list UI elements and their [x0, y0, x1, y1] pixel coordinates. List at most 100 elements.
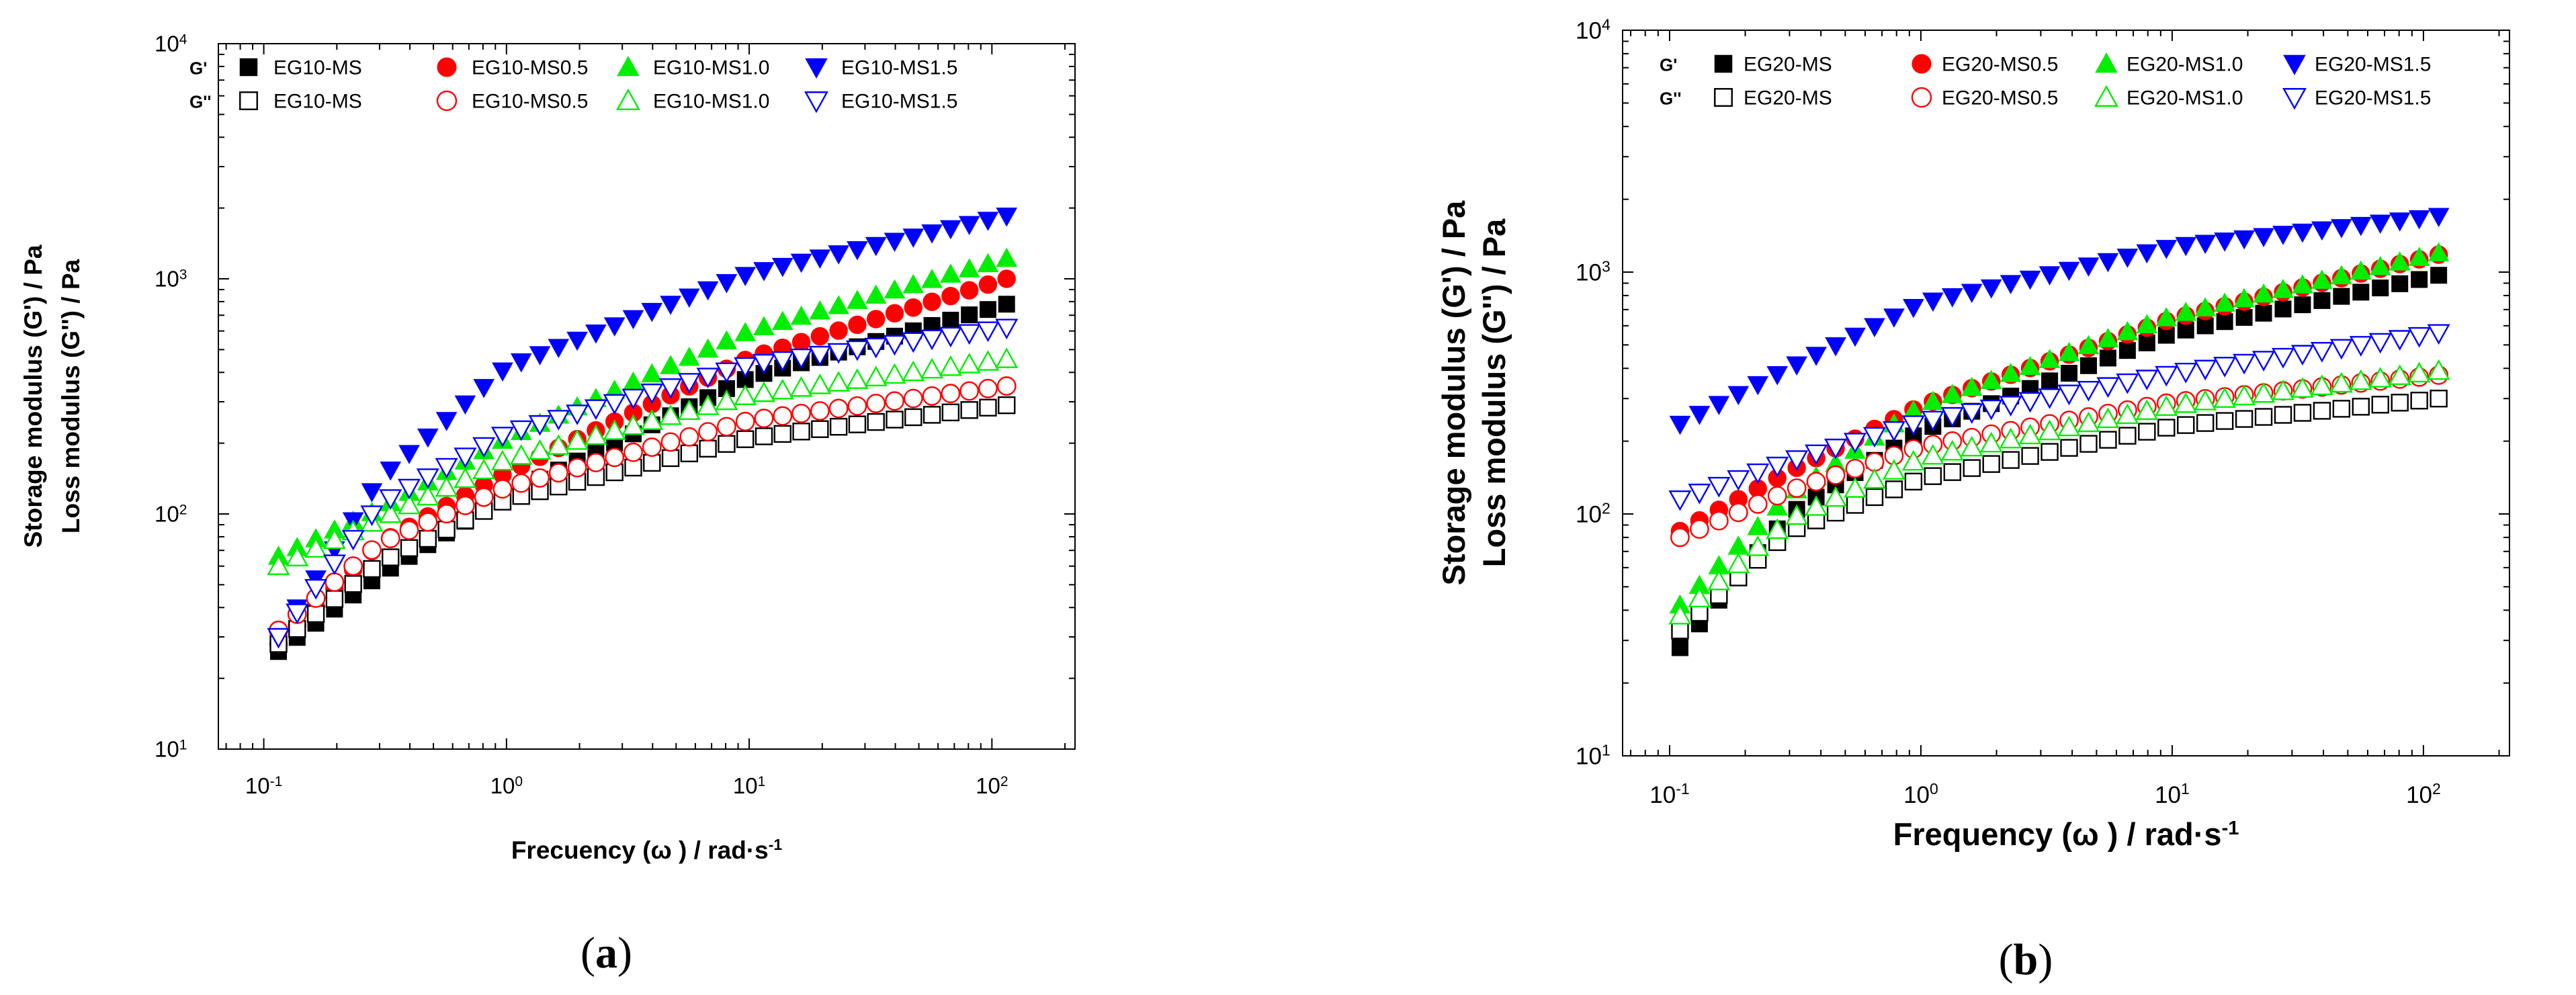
data-point — [2174, 362, 2198, 384]
data-point — [2233, 353, 2256, 375]
legend-marker — [804, 91, 828, 114]
legend-marker — [2094, 85, 2118, 107]
data-point — [957, 352, 981, 374]
data-point — [1708, 396, 1730, 415]
data-point — [1669, 415, 1691, 435]
panel-caption: (a) — [581, 928, 632, 978]
data-point — [998, 396, 1016, 415]
plot-frame — [218, 43, 1076, 750]
data-point — [2077, 257, 2100, 277]
data-point — [304, 537, 328, 558]
data-point — [885, 304, 904, 323]
data-point — [1943, 463, 1961, 481]
data-point — [920, 357, 944, 379]
data-point — [2349, 336, 2372, 357]
data-point — [1862, 427, 1887, 448]
data-point — [548, 339, 570, 359]
data-point — [1845, 459, 1865, 478]
legend-label: EG20-MS1.5 — [2315, 54, 2431, 76]
data-point — [864, 337, 888, 359]
data-point — [752, 353, 776, 375]
data-point — [903, 388, 923, 408]
x-tick-label: 102 — [2406, 780, 2441, 808]
data-point — [622, 310, 644, 330]
data-point — [528, 415, 552, 436]
legend-label: EG20-MS1.5 — [2315, 87, 2431, 110]
data-point — [2038, 388, 2061, 409]
data-point — [267, 554, 290, 575]
data-point — [848, 315, 867, 335]
data-point — [1980, 370, 2002, 389]
chart-panel-b: 10-1 100 101 102 101 102 103 104 Frequency (ω ) … — [1436, 15, 2510, 984]
data-point — [1707, 476, 1731, 498]
data-point — [995, 318, 1019, 340]
data-point — [341, 529, 365, 551]
data-point — [677, 373, 701, 394]
data-point — [829, 321, 848, 340]
data-point — [2233, 288, 2255, 308]
legend-label: EG20-MS — [1744, 54, 1832, 76]
data-point — [640, 383, 664, 404]
data-point — [492, 479, 513, 499]
data-point — [621, 414, 645, 435]
data-point — [380, 461, 402, 481]
data-point — [605, 447, 625, 468]
data-point — [437, 520, 456, 539]
data-point — [2329, 339, 2353, 360]
data-point — [398, 445, 420, 464]
data-point — [810, 401, 830, 421]
data-point — [2058, 261, 2080, 282]
data-point — [2427, 324, 2450, 345]
data-point — [2000, 363, 2022, 382]
legend: G' G'' EG20-MS EG20-MS0.5 EG20-MS1.0 EG20-MS1… — [1660, 52, 2431, 110]
data-point — [325, 572, 345, 592]
data-point — [661, 449, 680, 468]
y-axis-label-storage: Storage modulus (G') / Pa — [19, 245, 47, 548]
data-point — [1961, 284, 1983, 303]
data-point — [566, 331, 588, 351]
data-point — [2155, 240, 2178, 259]
data-point — [400, 539, 419, 557]
data-point — [2041, 443, 2059, 461]
data-point — [1766, 518, 1789, 539]
data-point — [828, 295, 849, 314]
x-tick-label: 10-1 — [245, 773, 282, 798]
series-eg20-ms1.5-loss — [1668, 324, 2450, 511]
data-point — [2235, 410, 2253, 428]
data-point — [362, 540, 382, 560]
data-point — [998, 296, 1015, 313]
data-point — [716, 330, 738, 350]
data-point — [2118, 427, 2137, 445]
data-point — [2253, 228, 2274, 248]
data-point — [1824, 438, 1848, 460]
legend-row-label: G' — [1660, 55, 1677, 75]
data-point — [2002, 451, 2020, 469]
data-point — [2388, 330, 2411, 351]
data-point — [698, 422, 718, 442]
data-point — [435, 458, 458, 479]
data-point — [2097, 328, 2119, 347]
data-point — [884, 279, 906, 299]
data-point — [959, 381, 980, 401]
data-point — [1707, 569, 1731, 591]
data-point — [2196, 317, 2214, 335]
data-point — [1785, 504, 1809, 525]
data-point — [1806, 472, 1826, 492]
legend-label: EG20-MS — [1744, 87, 1832, 110]
data-point — [977, 212, 999, 231]
data-point — [1904, 472, 1923, 491]
data-point — [1785, 450, 1809, 471]
x-tick-label: 102 — [976, 773, 1008, 798]
data-point — [2254, 408, 2273, 426]
legend: G' G'' EG10-MS EG10-MS0.5 EG10-MS1.0 EG10-MS1… — [189, 56, 957, 114]
data-point — [958, 258, 980, 277]
data-point — [1901, 449, 1925, 471]
data-point — [828, 398, 849, 419]
data-point — [304, 578, 328, 600]
data-point — [2391, 275, 2409, 292]
data-point — [379, 502, 402, 523]
data-point — [940, 263, 961, 283]
data-point — [997, 269, 1016, 288]
data-point — [791, 333, 811, 351]
data-point — [2411, 271, 2428, 288]
